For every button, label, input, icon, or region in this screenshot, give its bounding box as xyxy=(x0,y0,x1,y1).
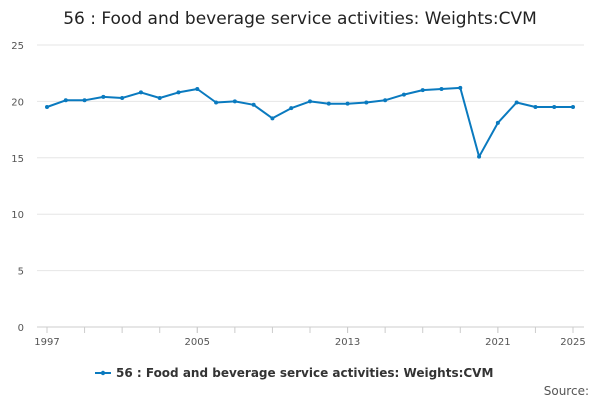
data-point xyxy=(401,92,406,97)
y-tick-label: 20 xyxy=(11,97,24,108)
x-tick-label: 1997 xyxy=(34,337,59,348)
data-point xyxy=(289,106,294,111)
data-point xyxy=(176,90,181,95)
data-point xyxy=(251,102,256,107)
data-point xyxy=(571,105,575,110)
x-tick-label: 2021 xyxy=(485,337,510,348)
data-point xyxy=(195,86,200,91)
data-point xyxy=(458,85,463,90)
data-point xyxy=(157,96,162,101)
x-tick-label: 2025 xyxy=(560,337,585,348)
y-tick-label: 15 xyxy=(11,154,24,165)
data-point xyxy=(420,88,425,93)
data-point xyxy=(308,99,312,104)
data-point xyxy=(364,100,369,105)
data-point xyxy=(232,99,237,104)
y-tick-label: 0 xyxy=(18,323,24,334)
chart-title: 56 : Food and beverage service activitie… xyxy=(63,9,537,29)
data-point xyxy=(138,90,143,95)
data-point xyxy=(270,116,275,121)
legend[interactable]: 56 : Food and beverage service activitie… xyxy=(95,366,493,380)
data-point xyxy=(345,101,350,106)
data-point xyxy=(383,98,388,103)
y-tick-label: 5 xyxy=(18,267,24,278)
data-point xyxy=(495,120,500,125)
legend-marker-swatch xyxy=(100,370,106,376)
data-point xyxy=(82,98,87,103)
data-point xyxy=(552,105,557,110)
legend-label: 56 : Food and beverage service activitie… xyxy=(116,366,493,380)
grid-layer xyxy=(37,44,584,272)
source-label[interactable]: Source: xyxy=(544,384,589,398)
y-tick-label: 25 xyxy=(11,41,24,52)
y-tick-label: 10 xyxy=(11,210,24,221)
data-point xyxy=(63,98,68,103)
data-point xyxy=(514,100,519,105)
data-point xyxy=(439,86,444,91)
data-point xyxy=(101,94,106,99)
data-point xyxy=(45,105,49,110)
data-point xyxy=(477,154,482,159)
x-tick-label: 2005 xyxy=(185,337,210,348)
data-point xyxy=(120,96,125,101)
data-point xyxy=(533,105,538,110)
series-layer xyxy=(45,85,575,159)
data-point xyxy=(214,100,219,105)
x-tick-label: 2013 xyxy=(335,337,360,348)
data-point xyxy=(326,101,331,106)
series-line xyxy=(46,86,573,158)
